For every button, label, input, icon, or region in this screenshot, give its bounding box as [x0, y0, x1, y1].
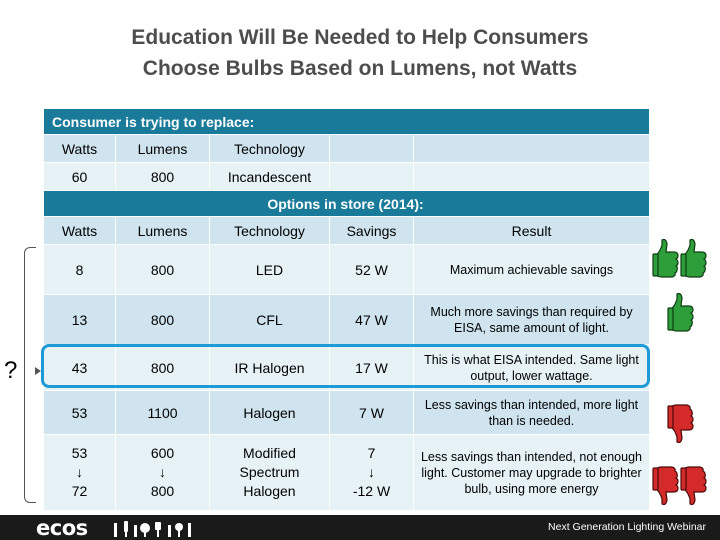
options-col-savings: Savings: [329, 216, 414, 245]
replace-data-row: 60 800 Incandescent: [43, 162, 650, 191]
replace-col-watts: Watts: [43, 134, 116, 163]
replace-col-technology: Technology: [209, 134, 330, 163]
row-irhalogen-watts: 43: [43, 344, 116, 391]
replace-col-empty-2: [413, 134, 650, 163]
replace-columns-row: Watts Lumens Technology: [43, 134, 650, 163]
replace-header-row: Consumer is trying to replace:: [43, 108, 650, 135]
row-halogen-result: Less savings than intended, more light t…: [413, 390, 650, 435]
row-modified-watts: 53 ↓ 72: [43, 434, 116, 511]
options-bracket: [24, 247, 36, 503]
options-col-watts: Watts: [43, 216, 116, 245]
row-modified-lumens: 600 ↓ 800: [115, 434, 210, 511]
thumbs-down-double-icon: [652, 466, 707, 506]
row-led-technology: LED: [209, 244, 330, 295]
row-cfl-savings: 47 W: [329, 294, 414, 345]
replace-empty-1: [329, 162, 414, 191]
row-cfl-technology: CFL: [209, 294, 330, 345]
row-led-result: Maximum achievable savings: [413, 244, 650, 295]
ecos-logo: ecos: [36, 516, 88, 540]
replace-lumens: 800: [115, 162, 210, 191]
thumbs-up-icon: [667, 292, 694, 332]
row-halogen-lumens: 1100: [115, 390, 210, 435]
replace-col-empty-1: [329, 134, 414, 163]
footer-tagline: Next Generation Lighting Webinar: [548, 521, 706, 533]
row-modified-savings: 7 ↓ -12 W: [329, 434, 414, 511]
table-row: 8 800 LED 52 W Maximum achievable saving…: [43, 244, 650, 295]
footer-bar: ecos Next Generation Lighting Webinar: [0, 515, 720, 540]
replace-watts: 60: [43, 162, 116, 191]
options-col-technology: Technology: [209, 216, 330, 245]
ir-halogen-highlight: [41, 344, 650, 388]
thumbs-down-icon: [667, 404, 694, 444]
row-halogen-technology: Halogen: [209, 390, 330, 435]
table-row: 13 800 CFL 47 W Much more savings than r…: [43, 294, 650, 345]
options-header: Options in store (2014):: [43, 190, 650, 217]
options-header-row: Options in store (2014):: [43, 190, 650, 217]
table-row: 53 1100 Halogen 7 W Less savings than in…: [43, 390, 650, 435]
slide-title: Education Will Be Needed to Help Consume…: [40, 22, 680, 84]
row-halogen-watts: 53: [43, 390, 116, 435]
row-led-savings: 52 W: [329, 244, 414, 295]
row-cfl-result: Much more savings than required by EISA,…: [413, 294, 650, 345]
row-modified-result: Less savings than intended, not enough l…: [413, 434, 650, 511]
options-col-lumens: Lumens: [115, 216, 210, 245]
row-irhalogen-result: This is what EISA intended. Same light o…: [413, 344, 650, 391]
options-col-result: Result: [413, 216, 650, 245]
options-columns-row: Watts Lumens Technology Savings Result: [43, 216, 650, 245]
replace-col-lumens: Lumens: [115, 134, 210, 163]
table-row: 53 ↓ 72 600 ↓ 800 Modified Spectrum Halo…: [43, 434, 650, 511]
row-led-watts: 8: [43, 244, 116, 295]
title-line-1: Education Will Be Needed to Help Consume…: [131, 26, 589, 49]
thumbs-up-double-icon: [652, 238, 707, 278]
replace-header: Consumer is trying to replace:: [43, 108, 650, 135]
replace-technology: Incandescent: [209, 162, 330, 191]
replace-empty-2: [413, 162, 650, 191]
bracket-arrow-icon: [35, 367, 41, 375]
question-mark: ?: [4, 357, 18, 384]
row-cfl-lumens: 800: [115, 294, 210, 345]
bulb-row-icon: [114, 521, 191, 537]
comparison-table: Consumer is trying to replace: Watts Lum…: [43, 108, 650, 511]
row-cfl-watts: 13: [43, 294, 116, 345]
title-line-2: Choose Bulbs Based on Lumens, not Watts: [142, 57, 578, 80]
row-modified-technology: Modified Spectrum Halogen: [209, 434, 330, 511]
row-led-lumens: 800: [115, 244, 210, 295]
row-halogen-savings: 7 W: [329, 390, 414, 435]
table-row: 43 800 IR Halogen 17 W This is what EISA…: [43, 344, 650, 391]
